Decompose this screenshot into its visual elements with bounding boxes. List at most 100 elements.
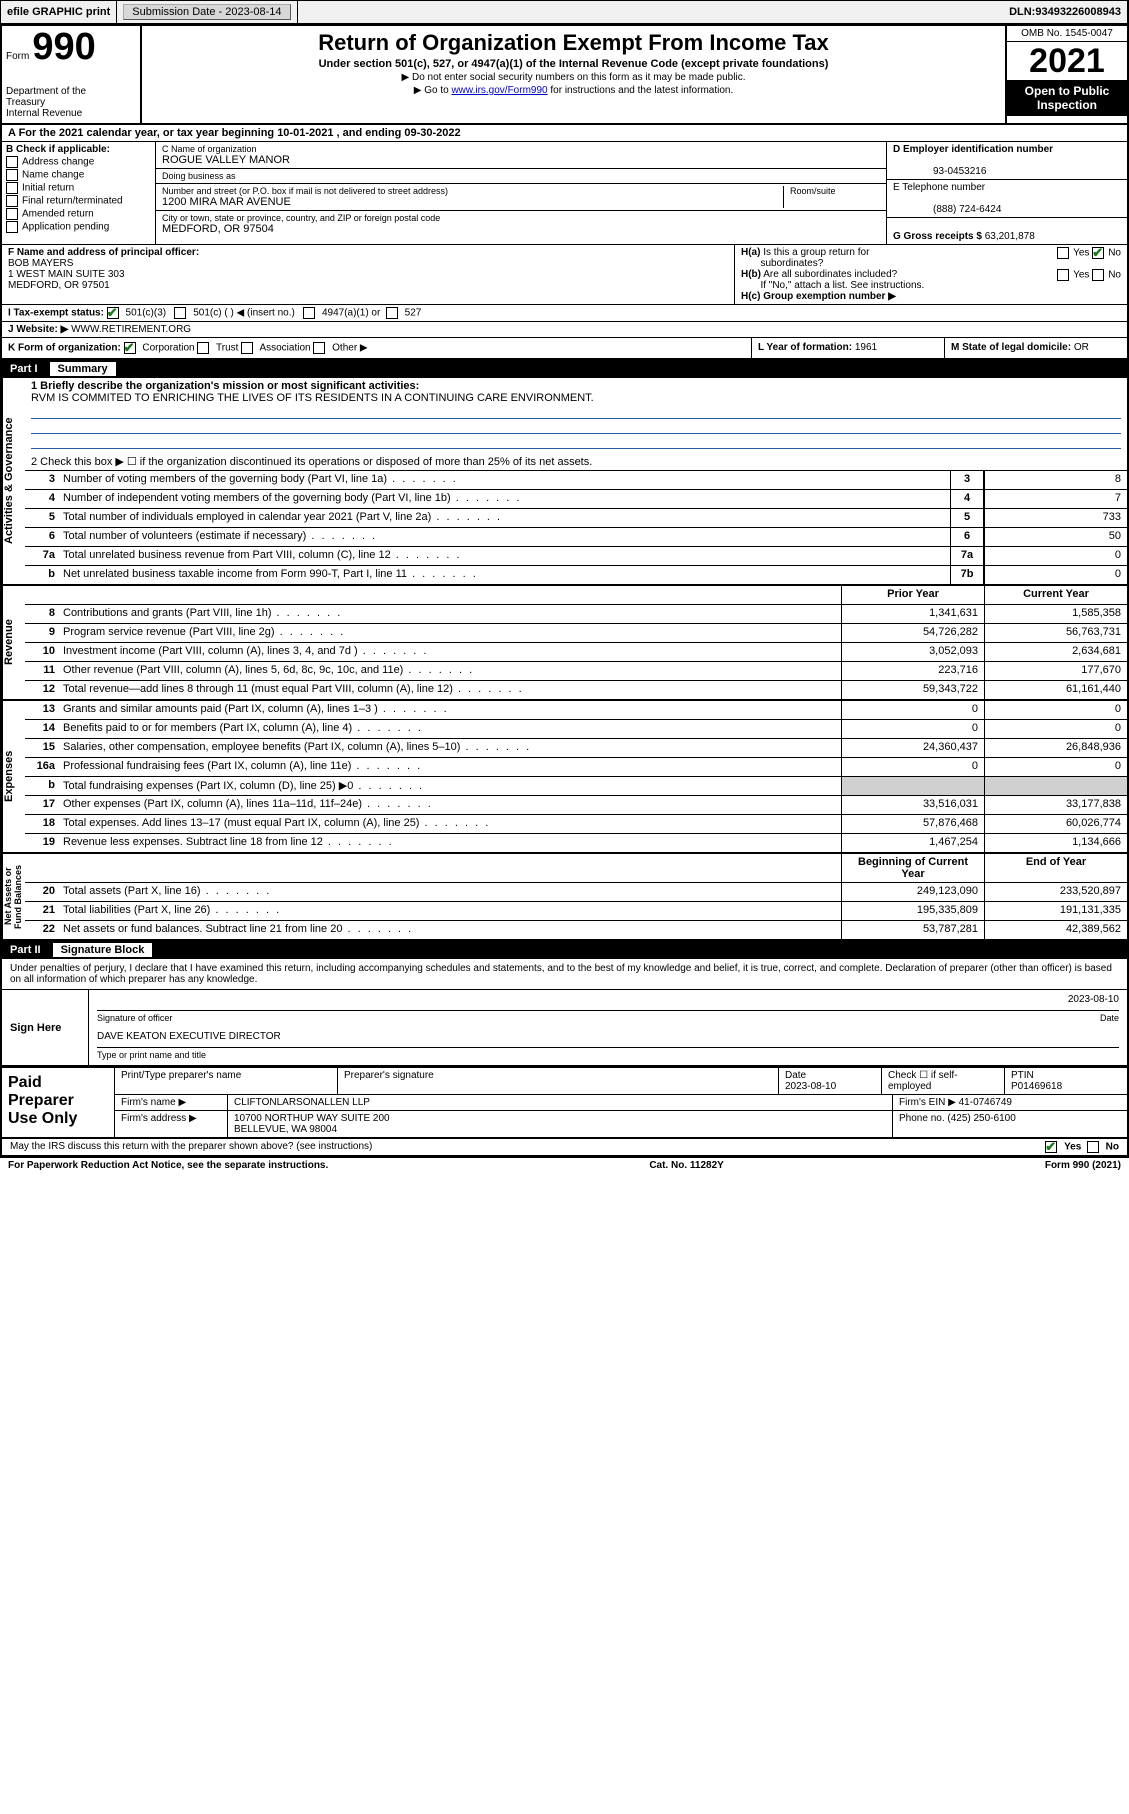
firm-phone-cell: Phone no. (425) 250-6100: [893, 1111, 1127, 1137]
header-mid: Return of Organization Exempt From Incom…: [142, 26, 1005, 123]
revenue-section: Revenue Prior Year Current Year 8Contrib…: [2, 586, 1127, 701]
line-desc: Contributions and grants (Part VIII, lin…: [59, 605, 841, 623]
line-num: 10: [25, 643, 59, 661]
side-net-assets: Net Assets orFund Balances: [2, 854, 25, 939]
firm-ein-cell: Firm's EIN ▶ 41-0746749: [893, 1095, 1127, 1110]
table-row: 5Total number of individuals employed in…: [25, 509, 1127, 528]
ha-yes-checkbox[interactable]: [1057, 247, 1069, 259]
chk-amended-return[interactable]: Amended return: [6, 208, 151, 220]
line-desc: Net assets or fund balances. Subtract li…: [59, 921, 841, 939]
line-box: 7b: [950, 566, 984, 584]
side-revenue: Revenue: [2, 586, 25, 699]
current-year-header: Current Year: [984, 586, 1127, 604]
chk-other[interactable]: [313, 342, 325, 354]
section-f: F Name and address of principal officer:…: [2, 245, 735, 304]
chk-corporation[interactable]: [124, 342, 136, 354]
tax-year: 2021: [1007, 42, 1127, 80]
firm-name-value: CLIFTONLARSONALLEN LLP: [228, 1095, 893, 1110]
paid-preparer-label: PaidPreparerUse Only: [2, 1068, 115, 1137]
section-h: H(a) Is this a group return for Yes No s…: [735, 245, 1127, 304]
hb-yes-checkbox[interactable]: [1057, 269, 1069, 281]
line-value: 8: [984, 471, 1127, 489]
prior-year-value: 24,360,437: [841, 739, 984, 757]
part-1-num: Part I: [10, 363, 50, 375]
sig-date: 2023-08-10: [1068, 994, 1119, 1010]
efile-label: efile GRAPHIC print: [1, 0, 117, 25]
officer-signature-line[interactable]: 2023-08-10: [97, 994, 1119, 1011]
org-name-label: C Name of organization: [162, 144, 880, 154]
ha-no-checkbox[interactable]: [1092, 247, 1104, 259]
irs-link[interactable]: www.irs.gov/Form990: [451, 85, 547, 96]
table-row: bTotal fundraising expenses (Part IX, co…: [25, 777, 1127, 796]
discuss-no-checkbox[interactable]: [1087, 1141, 1099, 1153]
row-a-tax-year: A For the 2021 calendar year, or tax yea…: [2, 125, 1127, 142]
line-num: 11: [25, 662, 59, 680]
current-year-value: 0: [984, 720, 1127, 738]
name-title-line: DAVE KEATON EXECUTIVE DIRECTOR: [97, 1031, 1119, 1048]
prior-year-value: 0: [841, 701, 984, 719]
officer-addr1: 1 WEST MAIN SUITE 303: [8, 269, 125, 280]
line-num: b: [25, 566, 59, 584]
chk-initial-return[interactable]: Initial return: [6, 182, 151, 194]
part-2-num: Part II: [10, 944, 53, 956]
firm-name-label: Firm's name ▶: [115, 1095, 228, 1110]
prep-name-header: Print/Type preparer's name: [115, 1068, 338, 1094]
current-year-value: 42,389,562: [984, 921, 1127, 939]
part-2-header: Part II Signature Block: [2, 941, 1127, 959]
city-value: MEDFORD, OR 97504: [162, 223, 880, 235]
header-note-1: ▶ Do not enter social security numbers o…: [150, 72, 997, 83]
dept-label: Department of theTreasuryInternal Revenu…: [6, 86, 136, 119]
prior-year-value: 195,335,809: [841, 902, 984, 920]
gross-label: G Gross receipts $: [893, 231, 985, 242]
line-value: 0: [984, 547, 1127, 565]
domicile-label: M State of legal domicile:: [951, 342, 1074, 353]
table-row: 12Total revenue—add lines 8 through 11 (…: [25, 681, 1127, 699]
current-year-value: 233,520,897: [984, 883, 1127, 901]
table-row: 18Total expenses. Add lines 13–17 (must …: [25, 815, 1127, 834]
line-num: 9: [25, 624, 59, 642]
chk-527[interactable]: [386, 307, 398, 319]
prior-year-value: 57,876,468: [841, 815, 984, 833]
form-990-document: Form 990 Department of theTreasuryIntern…: [0, 24, 1129, 1158]
mission-text: RVM IS COMMITED TO ENRICHING THE LIVES O…: [31, 392, 594, 404]
table-row: 15Salaries, other compensation, employee…: [25, 739, 1127, 758]
chk-4947[interactable]: [303, 307, 315, 319]
part-1-header: Part I Summary: [2, 360, 1127, 378]
discuss-yes-checkbox[interactable]: [1045, 1141, 1057, 1153]
chk-address-change[interactable]: Address change: [6, 156, 151, 168]
prior-year-value: 59,343,722: [841, 681, 984, 699]
current-year-value: 0: [984, 701, 1127, 719]
current-year-value: 191,131,335: [984, 902, 1127, 920]
chk-final-return[interactable]: Final return/terminated: [6, 195, 151, 207]
chk-501c3[interactable]: [107, 307, 119, 319]
prior-year-header: Prior Year: [841, 586, 984, 604]
line-num: 8: [25, 605, 59, 623]
line-desc: Program service revenue (Part VIII, line…: [59, 624, 841, 642]
submission-date-button[interactable]: Submission Date - 2023-08-14: [123, 4, 290, 20]
org-name: ROGUE VALLEY MANOR: [162, 154, 880, 166]
mission-block: 1 Briefly describe the organization's mi…: [25, 378, 1127, 453]
chk-association[interactable]: [241, 342, 253, 354]
chk-name-change[interactable]: Name change: [6, 169, 151, 181]
header-left: Form 990 Department of theTreasuryIntern…: [2, 26, 142, 123]
net-header-row: Beginning of Current Year End of Year: [25, 854, 1127, 883]
table-row: 3Number of voting members of the governi…: [25, 471, 1127, 490]
chk-501c[interactable]: [174, 307, 186, 319]
officer-addr2: MEDFORD, OR 97501: [8, 280, 110, 291]
phone-label: E Telephone number: [893, 182, 985, 193]
mission-line: [31, 436, 1121, 449]
form-org-label: K Form of organization:: [8, 343, 121, 354]
officer-name: BOB MAYERS: [8, 258, 73, 269]
line-desc: Total revenue—add lines 8 through 11 (mu…: [59, 681, 841, 699]
current-year-value: 1,134,666: [984, 834, 1127, 852]
hb-no-checkbox[interactable]: [1092, 269, 1104, 281]
chk-trust[interactable]: [197, 342, 209, 354]
net-assets-section: Net Assets orFund Balances Beginning of …: [2, 854, 1127, 941]
line-desc: Professional fundraising fees (Part IX, …: [59, 758, 841, 776]
line-num: 19: [25, 834, 59, 852]
current-year-value: 26,848,936: [984, 739, 1127, 757]
section-k: K Form of organization: Corporation Trus…: [2, 338, 752, 358]
line-desc: Revenue less expenses. Subtract line 18 …: [59, 834, 841, 852]
table-row: 19Revenue less expenses. Subtract line 1…: [25, 834, 1127, 852]
chk-application-pending[interactable]: Application pending: [6, 221, 151, 233]
